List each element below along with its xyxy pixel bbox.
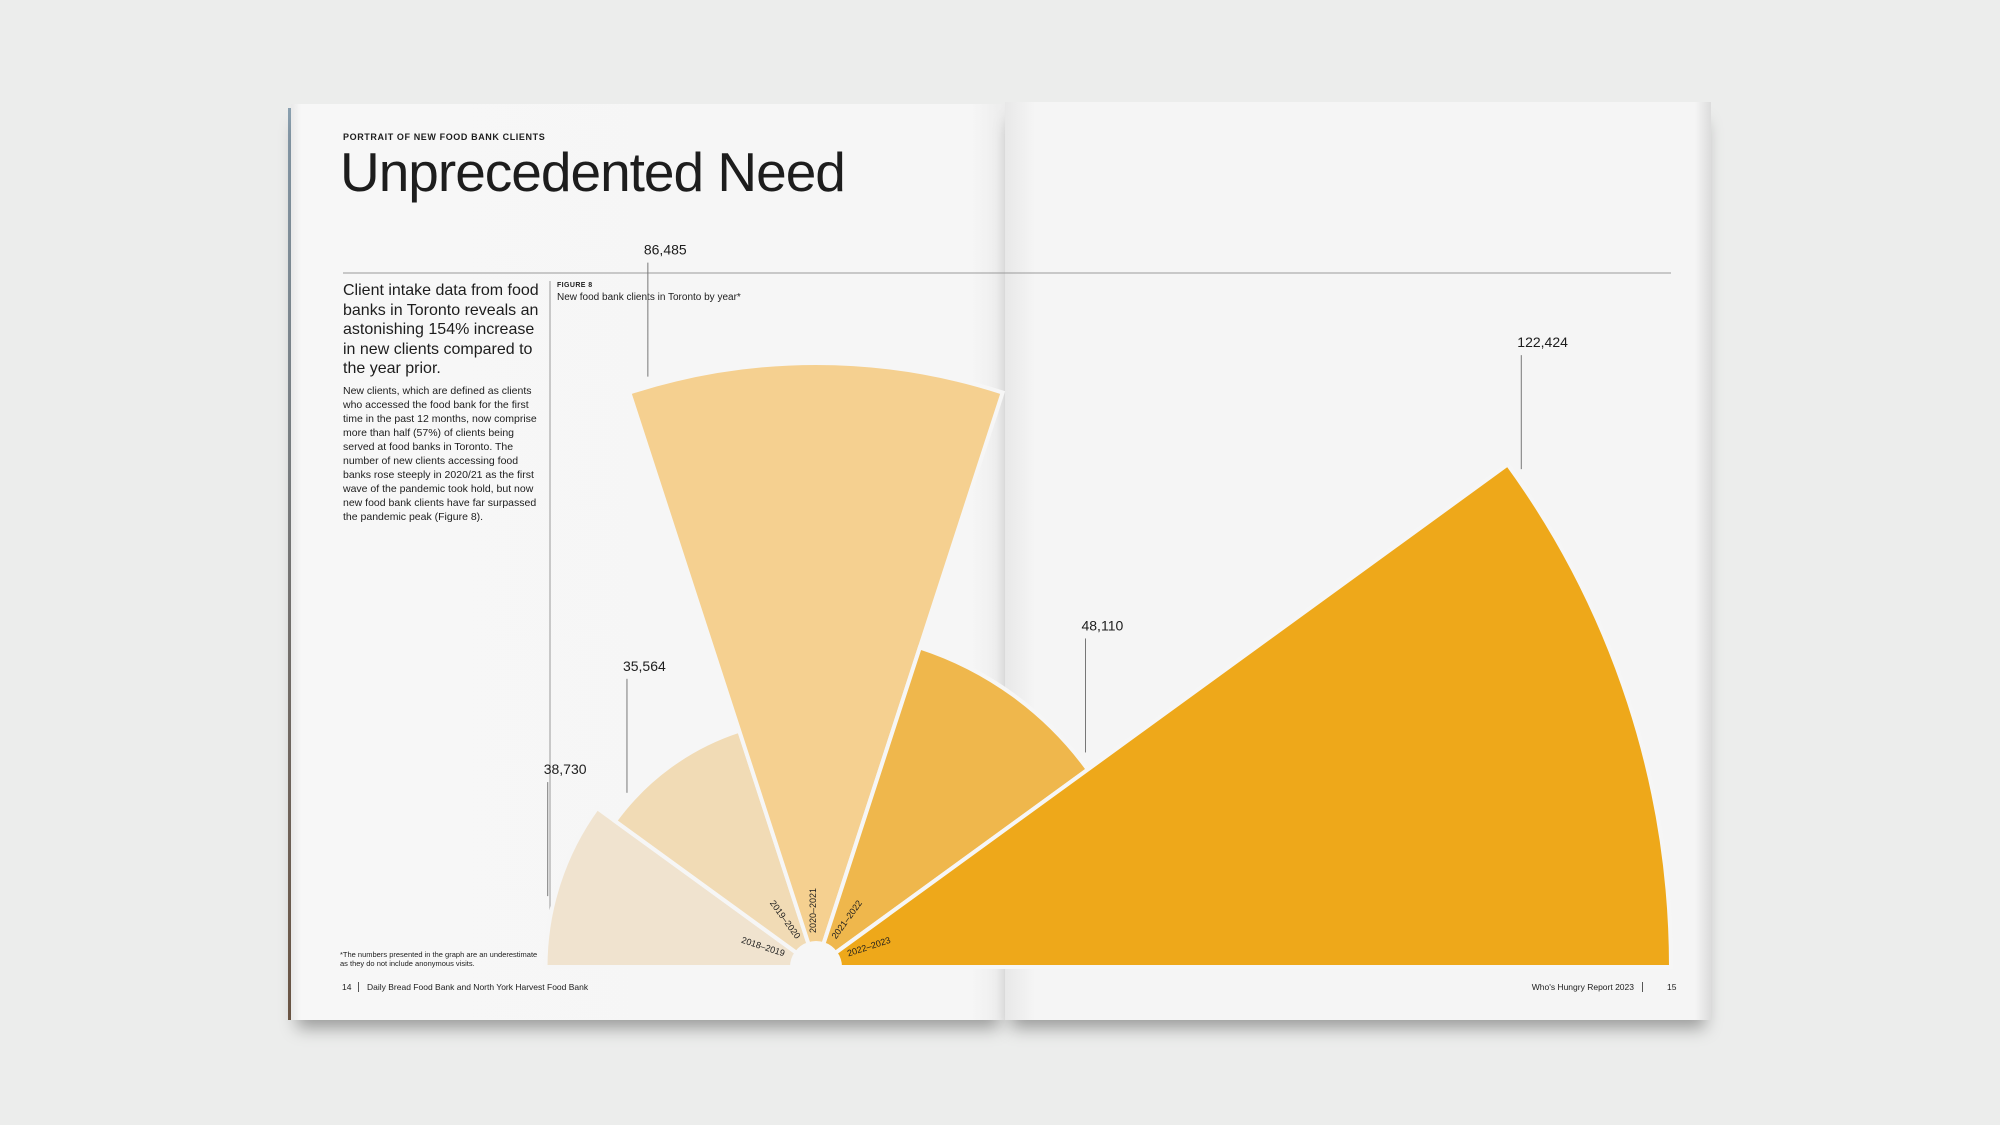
page-number: 14 — [342, 982, 352, 992]
body-text: New clients, which are defined as client… — [343, 385, 537, 523]
wedge — [543, 805, 800, 969]
value-label: 122,424 — [1517, 334, 1568, 350]
category-label: 2020–2021 — [808, 888, 818, 933]
wedge — [612, 728, 812, 956]
title: Unprecedented Need — [340, 141, 846, 203]
value-label: 35,564 — [623, 658, 666, 674]
footer-text: Who's Hungry Report 2023 — [1532, 982, 1643, 992]
footer-text: Daily Bread Food Bank and North York Har… — [358, 982, 588, 992]
page-number: 15 — [1667, 982, 1677, 992]
wedge — [820, 644, 1091, 956]
value-label: 86,485 — [644, 242, 687, 258]
figure-label: FIGURE 8 — [557, 282, 593, 289]
chart-title: New food bank clients in Toronto by year… — [557, 292, 741, 303]
footnote: *The numbers presented in the graph are … — [340, 950, 538, 968]
lead-text: Client intake data from food banks in To… — [343, 282, 539, 377]
wedge — [832, 461, 1674, 969]
value-label: 48,110 — [1081, 617, 1123, 633]
kicker: PORTRAIT OF NEW FOOD BANK CLIENTS — [343, 132, 546, 142]
value-label: 38,730 — [544, 761, 587, 777]
